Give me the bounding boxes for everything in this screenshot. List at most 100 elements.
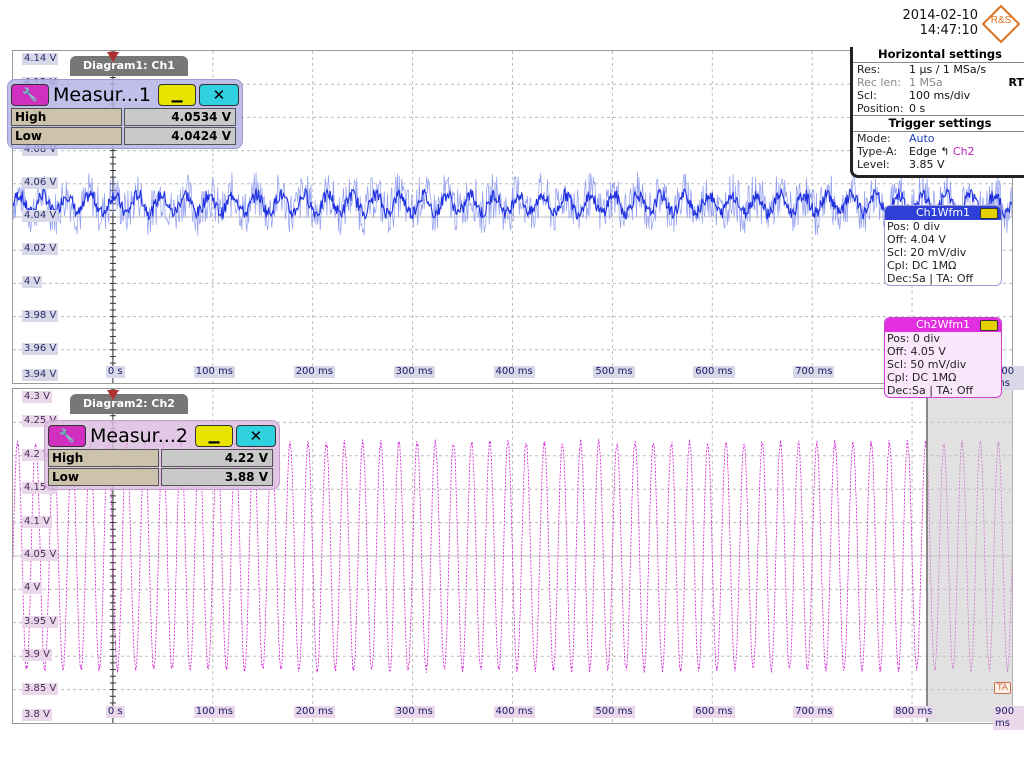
measurement2-panel[interactable]: 🔧 Measur...2 ▁ ✕ High 4.22 V Low 3.88 V xyxy=(44,420,280,490)
diagram1-y-tick-label: 3.96 V xyxy=(22,342,59,355)
high-label: High xyxy=(48,449,159,467)
low-value: 3.88 V xyxy=(161,468,273,486)
datetime: 2014-02-10 14:47:10 xyxy=(870,8,978,38)
type-value: Edge xyxy=(909,145,937,158)
res-row: Res: 1 µs / 1 MSa/s xyxy=(853,63,1024,76)
minimize-icon[interactable] xyxy=(980,320,998,331)
realtime-indicator: RT xyxy=(1008,76,1024,89)
trigger-settings-title: Trigger settings xyxy=(853,115,1024,132)
diagram1-y-tick-label: 4 V xyxy=(22,276,43,289)
diagram2-svg xyxy=(13,389,1012,723)
scl-label: Scl: xyxy=(857,89,877,102)
diagram1-x-tick-label: 600 ms xyxy=(693,366,735,378)
ch2-waveform-title: Ch2Wfm1 xyxy=(915,318,971,331)
diagram2-x-tick-label: 400 ms xyxy=(493,706,535,718)
high-value: 4.0534 V xyxy=(124,108,236,126)
ch1-scale: Scl: 20 mV/div xyxy=(887,246,967,259)
measurement1-low-row: Low 4.0424 V xyxy=(11,127,239,145)
position-value: 0 s xyxy=(909,102,926,115)
reclen-label: Rec len: xyxy=(857,76,901,89)
diagram1-x-tick-label: 300 ms xyxy=(393,366,435,378)
type-label: Type-A: xyxy=(857,145,898,158)
ch1-waveform-panel[interactable]: Ch1Wfm1 Pos: 0 div Off: 4.04 V Scl: 20 m… xyxy=(884,205,1002,286)
scl-row: Scl: 100 ms/div xyxy=(853,89,1024,102)
minimize-icon: ▁ xyxy=(208,428,220,444)
measurement1-high-row: High 4.0534 V xyxy=(11,108,239,126)
ch1-offset: Off: 4.04 V xyxy=(887,233,946,246)
ch2-coupling: Cpl: DC 1MΩ xyxy=(887,371,957,384)
trigger-position-marker-1 xyxy=(107,52,119,62)
diagram2-x-tick-label: 900 ms xyxy=(993,706,1024,730)
trigger-position-marker-2 xyxy=(107,390,119,400)
diagram1-y-tick-label: 4.06 V xyxy=(22,176,59,189)
close-button[interactable]: ✕ xyxy=(198,84,239,106)
position-row: Position: 0 s xyxy=(853,102,1024,115)
trigger-source: Ch2 xyxy=(952,145,975,158)
minimize-button[interactable]: ▁ xyxy=(194,425,233,447)
diagram2-y-tick-label: 4.05 V xyxy=(22,549,59,561)
ch2-waveform-panel[interactable]: Ch2Wfm1 Pos: 0 div Off: 4.05 V Scl: 50 m… xyxy=(884,317,1002,398)
position-label: Position: xyxy=(857,102,904,115)
level-label: Level: xyxy=(857,158,890,171)
diagram2-x-tick-label: 600 ms xyxy=(693,706,735,718)
measurement2-low-row: Low 3.88 V xyxy=(48,468,276,486)
mode-label: Mode: xyxy=(857,132,891,145)
diagram2-y-tick-label: 3.8 V xyxy=(22,709,52,721)
minimize-button[interactable]: ▁ xyxy=(157,84,196,106)
diagram1-y-tick-label: 4.14 V xyxy=(22,53,59,65)
ch1-noise-trace xyxy=(13,171,1012,236)
diagram2-y-tick-label: 4 V xyxy=(22,582,43,595)
diagram2-x-tick-label: 700 ms xyxy=(793,706,835,718)
wrench-icon[interactable]: 🔧 xyxy=(11,84,49,106)
diagram1-x-tick-label: 0 s xyxy=(105,366,125,378)
edge-rising-icon: ↰ xyxy=(940,145,950,158)
diagram2-tab[interactable]: Diagram2: Ch2 xyxy=(70,394,188,414)
low-label: Low xyxy=(11,127,122,145)
level-value: 3.85 V xyxy=(909,158,945,171)
diagram2-x-tick-label: 800 ms xyxy=(893,706,935,718)
res-label: Res: xyxy=(857,63,881,76)
low-label: Low xyxy=(48,468,159,486)
diagram2-x-tick-label: 0 s xyxy=(105,706,125,718)
mode-value: Auto xyxy=(909,132,935,145)
level-row: Level: 3.85 V xyxy=(853,158,1024,171)
diagram1-y-tick-label: 4.04 V xyxy=(22,210,59,222)
rs-logo: R&S xyxy=(982,5,1020,43)
ch1-coupling: Cpl: DC 1MΩ xyxy=(887,259,957,272)
measurement2-title: Measur...2 xyxy=(90,425,188,447)
low-value: 4.0424 V xyxy=(124,127,236,145)
diagram1-x-tick-label: 400 ms xyxy=(493,366,535,378)
ch2-pos: Pos: 0 div xyxy=(887,332,940,345)
diagram1-tab[interactable]: Diagram1: Ch1 xyxy=(70,56,188,76)
measurement1-panel[interactable]: 🔧 Measur...1 ▁ ✕ High 4.0534 V Low 4.042… xyxy=(7,79,243,149)
high-label: High xyxy=(11,108,122,126)
diagram1-x-tick-label: 100 ms xyxy=(193,366,236,378)
diagram2-x-tick-label: 100 ms xyxy=(193,706,236,718)
ch2-offset: Off: 4.05 V xyxy=(887,345,946,358)
settings-panel[interactable]: Horizontal settings RT Res: 1 µs / 1 MSa/… xyxy=(850,47,1024,178)
close-icon: ✕ xyxy=(249,427,263,445)
diagram1-y-tick-label: 4.02 V xyxy=(22,243,59,256)
post-record-region xyxy=(926,388,1013,722)
logo-text: R&S xyxy=(991,15,1012,26)
diagram2-y-tick-label: 3.9 V xyxy=(22,649,52,662)
time-text: 14:47:10 xyxy=(919,23,978,38)
high-value: 4.22 V xyxy=(161,449,273,467)
minimize-icon: ▁ xyxy=(171,87,183,103)
ch1-pos: Pos: 0 div xyxy=(887,220,940,233)
minimize-icon[interactable] xyxy=(980,208,998,219)
scl-value: 100 ms/div xyxy=(909,89,971,102)
diagram1-y-tick-label: 3.94 V xyxy=(22,369,59,381)
res-value: 1 µs / 1 MSa/s xyxy=(909,63,987,76)
diagram2-x-tick-label: 500 ms xyxy=(593,706,635,718)
diagram1-y-tick-label: 3.98 V xyxy=(22,309,59,322)
ch1-trace xyxy=(13,186,1012,221)
close-button[interactable]: ✕ xyxy=(235,425,276,447)
ch2-scale: Scl: 50 mV/div xyxy=(887,358,967,371)
ch1-decimation: Dec:Sa | TA: Off xyxy=(887,272,974,285)
trigger-level-marker[interactable]: TA xyxy=(994,682,1011,694)
wrench-icon[interactable]: 🔧 xyxy=(48,425,86,447)
ch1-waveform-title: Ch1Wfm1 xyxy=(915,206,971,219)
diagram2-y-tick-label: 3.95 V xyxy=(22,615,59,628)
horizontal-settings-title: Horizontal settings xyxy=(853,47,1024,63)
